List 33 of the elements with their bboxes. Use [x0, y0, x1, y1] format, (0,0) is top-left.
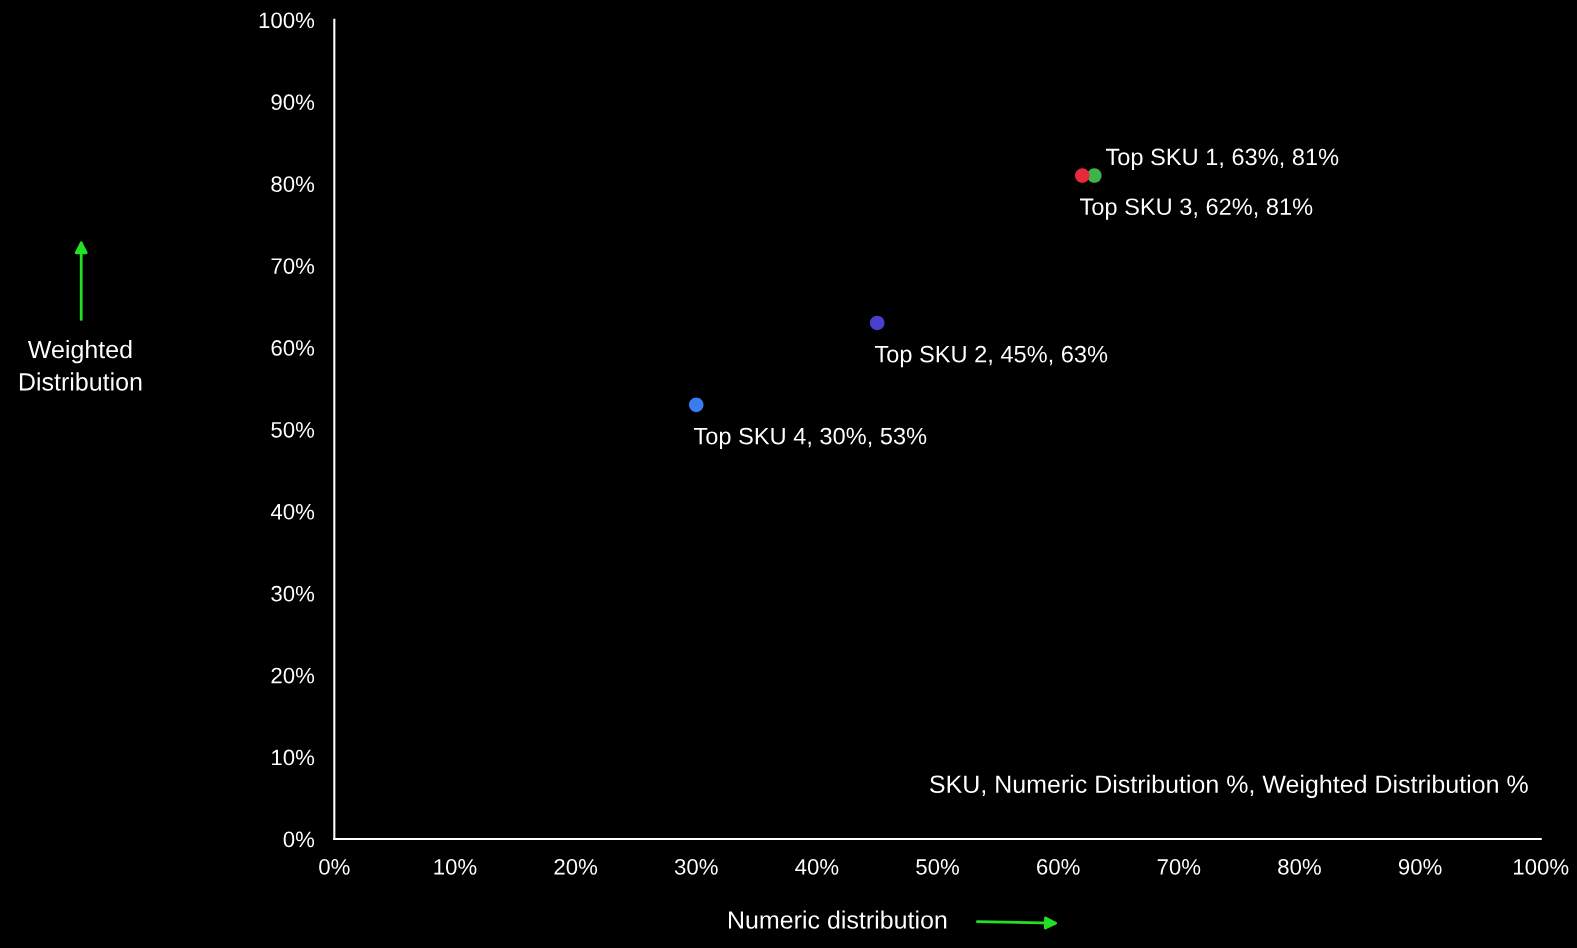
x-tick-label: 20%	[554, 859, 598, 875]
x-tick-label: 30%	[674, 859, 718, 875]
point	[1087, 168, 1102, 183]
x-axis-title: Numeric distribution	[728, 910, 947, 929]
y-tick-label: 80%	[271, 176, 315, 192]
x-tick-label: 70%	[1157, 859, 1201, 875]
x-tick-label: 60%	[1037, 859, 1080, 875]
y-tick-label: 40%	[270, 503, 315, 520]
x-tick-label: 100%	[1514, 859, 1569, 875]
data-label: Top SKU 4, 30%, 53%	[694, 427, 927, 450]
x-tick-label: 90%	[1398, 859, 1442, 875]
y-tick-label: 0%	[283, 831, 315, 848]
y-tick-label: 10%	[272, 749, 315, 766]
data-label: Top SKU 1, 63%, 81%	[1106, 148, 1339, 170]
y-tick-label: 100%	[259, 12, 315, 29]
annotation: SKU, Numeric Distribution %, Weighted Distribution %	[930, 774, 1528, 799]
x-tick-label: 40%	[795, 859, 839, 875]
point	[688, 397, 704, 413]
x-tick-label: 50%	[916, 859, 959, 875]
point	[869, 315, 885, 331]
y-tick-label: 20%	[271, 667, 315, 684]
y-tick-label: 70%	[271, 258, 315, 274]
y-tick-label: 90%	[271, 94, 315, 111]
point	[1075, 168, 1090, 183]
x-tick-label: 0%	[319, 859, 350, 875]
y-tick-label: 60%	[271, 340, 315, 356]
data-label: Top SKU 3, 62%, 81%	[1080, 198, 1313, 220]
x-tick-label: 10%	[434, 859, 477, 875]
y-tick-label: 50%	[271, 421, 315, 438]
y-axis-title: Weighted Distribution	[19, 339, 142, 391]
x-tick-label: 80%	[1278, 859, 1321, 875]
y-tick-label: 30%	[271, 585, 315, 602]
data-label: Top SKU 2, 45%, 63%	[874, 345, 1108, 368]
